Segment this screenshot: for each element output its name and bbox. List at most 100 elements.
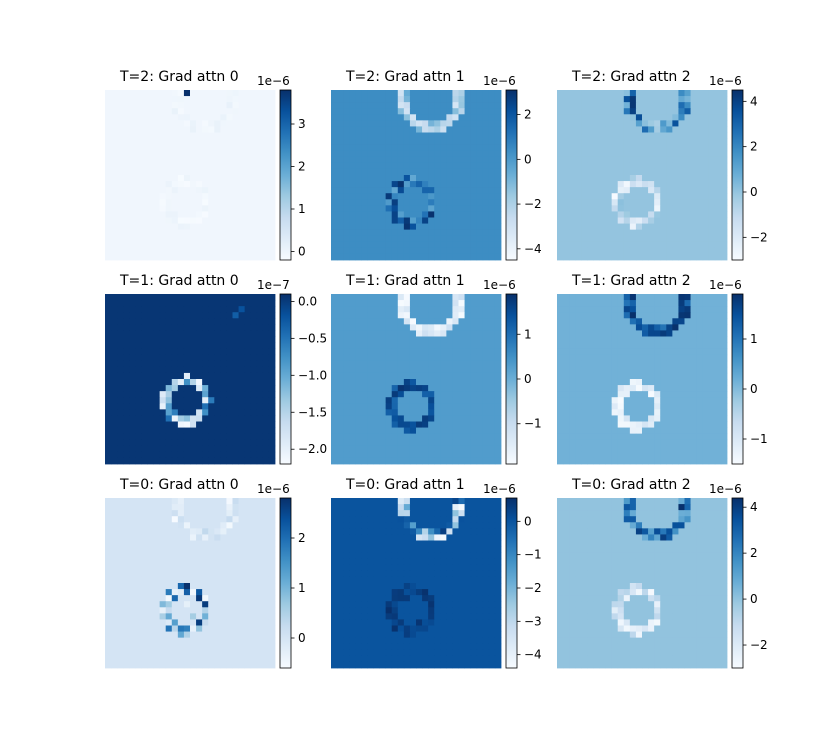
heatmap-cell	[470, 445, 478, 453]
heatmap-cell	[159, 223, 167, 231]
heatmap-cell	[202, 205, 209, 212]
heatmap-cell	[220, 187, 227, 194]
heatmap-cell	[476, 181, 484, 188]
heatmap-cell	[696, 439, 704, 447]
heatmap-cell	[476, 409, 484, 416]
heatmap-cell	[557, 324, 564, 331]
heatmap-cell	[190, 324, 197, 331]
heatmap-cell	[575, 126, 582, 133]
colorbar-tick-label: −2.0	[298, 442, 327, 456]
heatmap-cell	[349, 294, 356, 301]
heatmap-cell	[635, 144, 643, 152]
heatmap-cell	[452, 451, 459, 459]
heatmap-cell	[361, 421, 368, 428]
heatmap-cell	[642, 193, 649, 200]
colorbar-tick-label: 1	[524, 327, 532, 341]
heatmap-cell	[714, 247, 722, 255]
heatmap-cell	[587, 144, 594, 152]
heatmap-cell	[446, 451, 453, 459]
heatmap-cell	[696, 445, 704, 453]
heatmap-cell	[171, 516, 179, 523]
heatmap-cell	[268, 300, 276, 307]
heatmap-cell	[171, 433, 179, 441]
heatmap-cell	[581, 391, 588, 398]
heatmap-cell	[165, 300, 173, 307]
heatmap-cell	[464, 457, 472, 465]
heatmap-cell	[256, 217, 264, 224]
heatmap-cell	[648, 385, 655, 392]
heatmap-cell	[391, 312, 399, 319]
heatmap-cell	[476, 96, 484, 103]
heatmap-cell	[648, 379, 655, 386]
heatmap-cell	[702, 162, 710, 170]
heatmap-cell	[416, 132, 423, 139]
heatmap-cell	[629, 445, 637, 453]
heatmap-cell	[617, 415, 625, 422]
heatmap-cell	[135, 300, 142, 307]
heatmap-cell	[165, 342, 173, 350]
heatmap-cell	[337, 162, 344, 170]
heatmap-cell	[190, 168, 197, 176]
colorbar-tick-label: 0	[750, 382, 758, 396]
heatmap-cell	[575, 348, 582, 356]
heatmap-cell	[385, 397, 393, 404]
heatmap-cell	[416, 318, 423, 325]
heatmap-cell	[403, 342, 411, 350]
colorbar-tick-label: −2	[524, 197, 542, 211]
heatmap-cell	[268, 229, 276, 237]
heatmap-cell	[153, 336, 161, 343]
heatmap-cell	[720, 421, 728, 428]
heatmap-cell	[642, 300, 649, 307]
heatmap-cell	[238, 253, 246, 261]
heatmap-cell	[355, 451, 362, 459]
heatmap-cell	[476, 193, 484, 200]
heatmap-cell	[349, 318, 356, 325]
heatmap-cell	[446, 247, 453, 255]
heatmap-cell	[403, 120, 411, 127]
heatmap-cell	[208, 354, 215, 362]
heatmap-cell	[397, 294, 405, 301]
heatmap-cell	[422, 379, 429, 386]
heatmap-cell	[581, 457, 588, 465]
heatmap-cell	[208, 168, 215, 176]
heatmap-cell	[446, 144, 453, 152]
heatmap-cell	[660, 120, 667, 127]
heatmap-cell	[494, 379, 502, 386]
heatmap-cell	[135, 516, 142, 523]
heatmap-cell	[440, 102, 447, 109]
heatmap-cell	[183, 379, 191, 386]
heatmap-cell	[488, 235, 496, 243]
heatmap-cell	[105, 540, 112, 547]
heatmap-cell	[202, 504, 209, 511]
heatmap-cell	[196, 235, 203, 243]
heatmap-cell	[391, 102, 399, 109]
heatmap-cell	[262, 144, 270, 152]
heatmap-cell	[464, 427, 472, 435]
heatmap-cell	[660, 324, 667, 331]
heatmap-cell	[569, 235, 576, 243]
heatmap-cell	[183, 421, 191, 428]
heatmap-cell	[183, 199, 191, 206]
heatmap-cell	[720, 241, 728, 249]
heatmap-cell	[458, 403, 465, 410]
heatmap-cell	[648, 403, 655, 410]
heatmap-cell	[654, 336, 661, 343]
heatmap-cell	[623, 294, 631, 301]
heatmap-cell	[440, 211, 447, 218]
heatmap-cell	[196, 372, 203, 380]
heatmap-cell	[135, 397, 142, 404]
heatmap-cell	[214, 324, 221, 331]
heatmap-cell	[202, 175, 209, 182]
heatmap-cell	[220, 457, 227, 465]
heatmap-cell	[623, 156, 631, 164]
colorbar-tick-label: −1.5	[298, 405, 327, 419]
heatmap-cell	[702, 342, 710, 350]
heatmap-cell	[563, 181, 570, 188]
heatmap-cell	[623, 415, 631, 422]
heatmap-cell	[385, 138, 393, 146]
heatmap-cell	[147, 409, 154, 416]
heatmap-cell	[262, 348, 270, 356]
heatmap-cell	[569, 253, 576, 261]
heatmap-cell	[379, 324, 387, 331]
heatmap-cell	[165, 427, 173, 435]
